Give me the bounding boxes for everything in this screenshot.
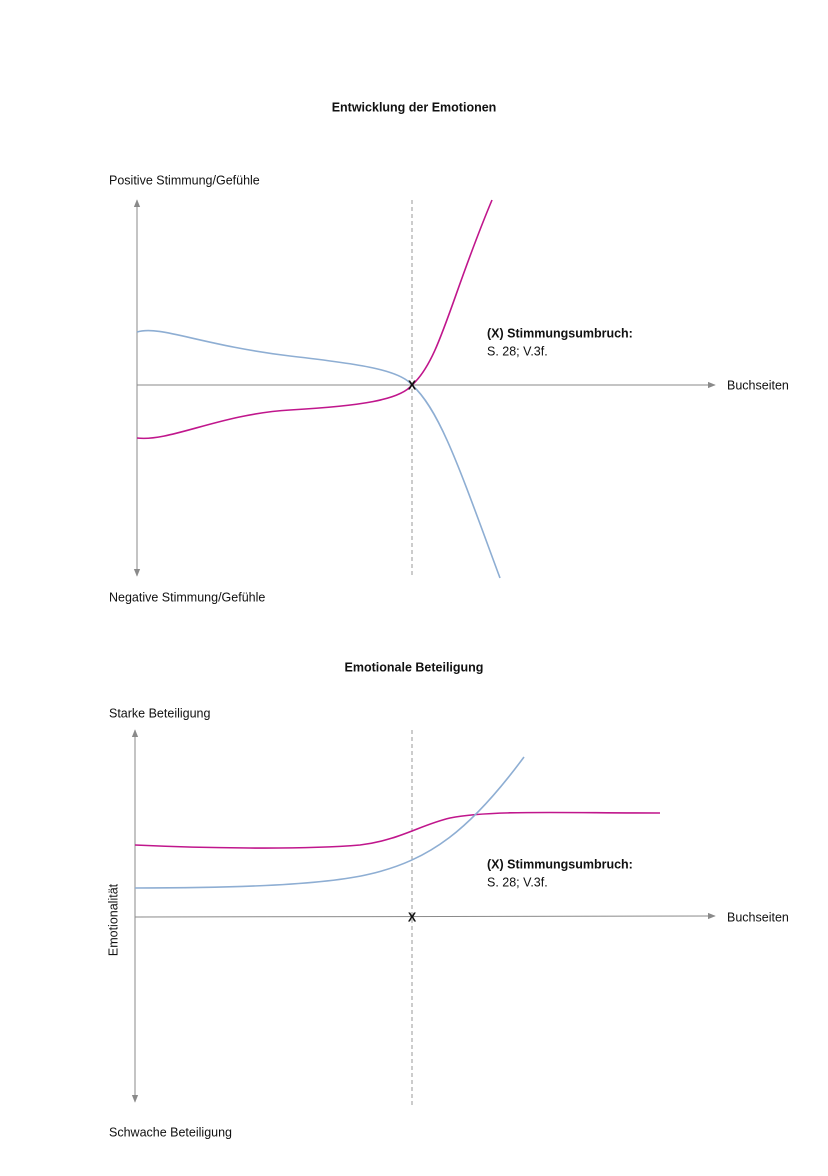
x-label: Buchseiten [727,910,789,924]
magenta-curve [136,199,493,440]
marker: X [408,910,417,924]
blue-curve [136,329,501,579]
magenta-curve [134,811,661,849]
annotation-text: S. 28; V.3f. [487,344,548,358]
y-axis-label: Emotionalität [106,883,120,956]
marker: X [408,378,417,392]
title: Emotionale Beteiligung [345,660,484,674]
annotation-text: S. 28; V.3f. [487,875,548,889]
annotation-title: (X) Stimmungsumbruch: [487,857,633,871]
annotation-title: (X) Stimmungsumbruch: [487,326,633,340]
diagram-participation: Emotionale Beteiligung Starke Beteiligun… [106,660,789,1139]
y-top-label: Positive Stimmung/Gefühle [109,173,260,187]
blue-curve [134,756,525,889]
title: Entwicklung der Emotionen [332,100,497,114]
x-label: Buchseiten [727,378,789,392]
diagram-emotions: Entwicklung der Emotionen Positive Stimm… [109,100,789,604]
y-bottom-label: Schwache Beteiligung [109,1125,232,1139]
y-bottom-label: Negative Stimmung/Gefühle [109,590,265,604]
x-axis [134,912,716,920]
y-top-label: Starke Beteiligung [109,706,211,720]
